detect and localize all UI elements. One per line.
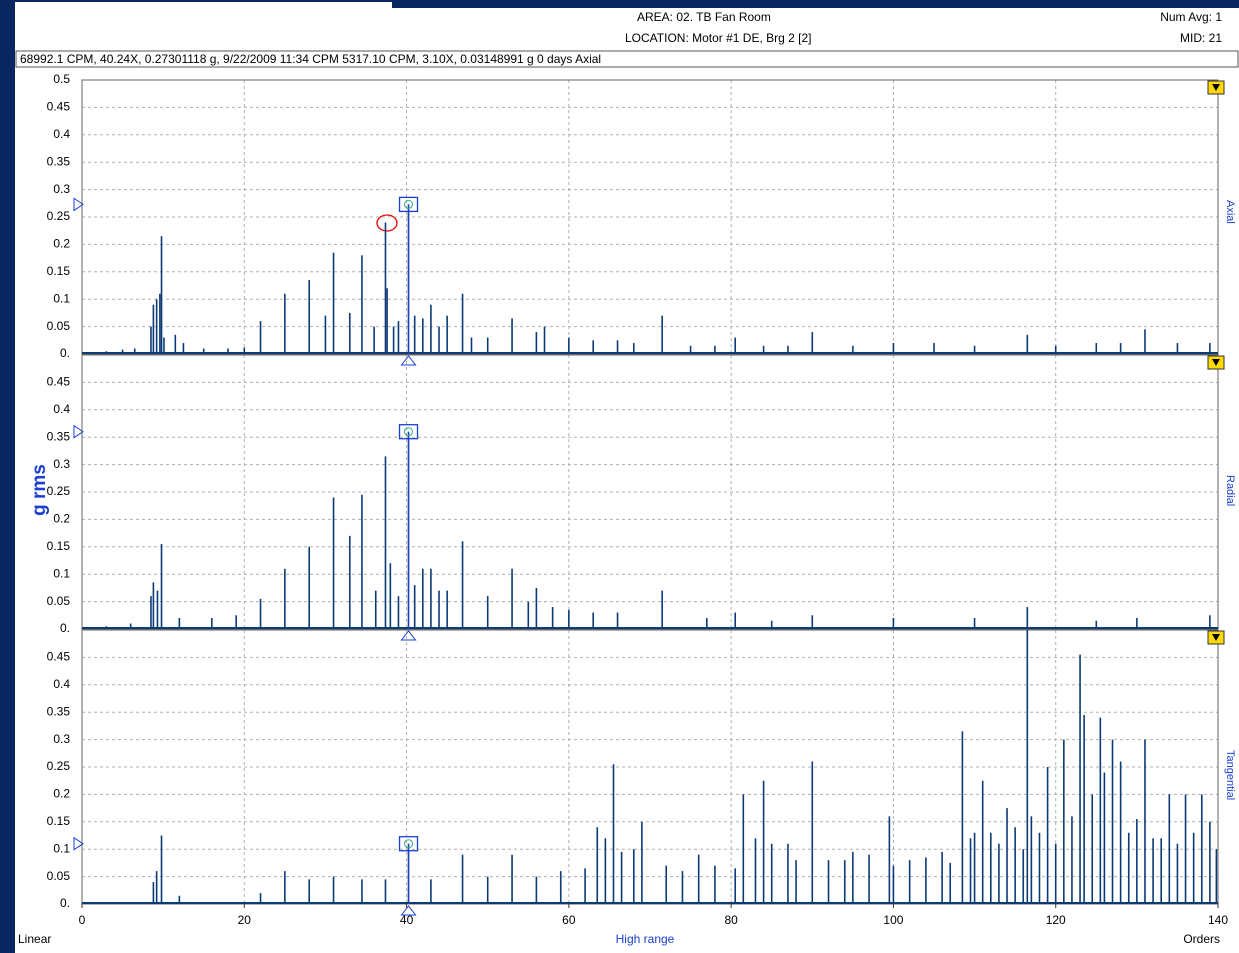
y-tick-label: 0. — [60, 896, 70, 910]
y-tick-label: 0.25 — [47, 759, 71, 773]
cursor-dot — [404, 427, 414, 437]
y-tick-label: 0.15 — [47, 539, 71, 553]
panel-menu-arrow — [1212, 634, 1220, 641]
y-tick-label: 0.15 — [47, 814, 71, 828]
panel-menu-arrow — [1212, 84, 1220, 91]
y-tick-label: 0.3 — [53, 182, 70, 196]
y-tick-label: 0. — [60, 621, 70, 635]
cursor-x-triangle — [400, 905, 417, 916]
y-tick-label: 0.4 — [53, 127, 70, 141]
cursor-y-triangle — [73, 836, 84, 851]
y-tick-label: 0.2 — [53, 787, 70, 801]
y-tick-label: 0.25 — [47, 484, 71, 498]
y-tick-label: 0.35 — [47, 704, 71, 718]
cursor-marker — [398, 196, 419, 213]
y-tick-label: 0.45 — [47, 375, 71, 389]
x-tick-label: 60 — [562, 913, 576, 927]
window-background — [15, 8, 1239, 953]
mid: MID: 21 — [1180, 31, 1222, 45]
side-label: Axial — [1224, 200, 1236, 224]
x-tick-label: 120 — [1046, 913, 1066, 927]
side-label: Tangential — [1224, 750, 1236, 800]
y-tick-label: 0.3 — [53, 457, 70, 471]
info-box — [15, 50, 1239, 68]
y-tick-label: 0.2 — [53, 512, 70, 526]
x-tick-label: 0 — [79, 913, 86, 927]
y-tick-label: 0.1 — [53, 841, 70, 855]
y-tick-label: 0.35 — [47, 429, 71, 443]
annotation-circle — [376, 214, 398, 232]
x-tick-label: 140 — [1208, 913, 1228, 927]
cursor-y-triangle — [73, 424, 84, 439]
y-tick-label: 0.05 — [47, 594, 71, 608]
scale-label: Linear — [18, 932, 51, 946]
x-tick-label: 80 — [724, 913, 738, 927]
y-tick-label: 0. — [60, 346, 70, 360]
cursor-marker — [398, 836, 419, 852]
x-tick-label: 100 — [883, 913, 903, 927]
location: LOCATION: Motor #1 DE, Brg 2 [2] — [625, 31, 812, 45]
num-avg: Num Avg: 1 — [1160, 10, 1222, 24]
y-tick-label: 0.5 — [53, 72, 70, 86]
y-tick-label: 0.3 — [53, 732, 70, 746]
area: AREA: 02. TB Fan Room — [637, 10, 771, 24]
y-tick-label: 0.15 — [47, 264, 71, 278]
cursor-x-triangle — [400, 355, 417, 366]
cursor-info: 68992.1 CPM, 40.24X, 0.27301118 g, 9/22/… — [20, 52, 601, 66]
y-axis-label: g rms — [29, 464, 50, 516]
y-tick-label: 0.45 — [47, 650, 71, 664]
y-tick-label: 0.05 — [47, 319, 71, 333]
cursor-y-triangle — [73, 197, 84, 212]
cursor-dot — [404, 199, 414, 209]
y-tick-label: 0.05 — [47, 869, 71, 883]
window-tab — [15, 2, 392, 10]
y-tick-label: 0.1 — [53, 566, 70, 580]
y-tick-label: 0.25 — [47, 209, 71, 223]
x-axis-label: High range — [616, 932, 675, 946]
units-label: Orders — [1183, 932, 1220, 946]
y-tick-label: 0.2 — [53, 237, 70, 251]
y-tick-label: 0.4 — [53, 677, 70, 691]
cursor-x-triangle — [400, 630, 417, 641]
cursor-marker — [398, 424, 419, 440]
y-tick-label: 0.45 — [47, 100, 71, 114]
panel-menu-arrow — [1212, 359, 1220, 366]
y-tick-label: 0.4 — [53, 402, 70, 416]
cursor-dot — [404, 839, 414, 849]
x-tick-label: 40 — [400, 913, 414, 927]
y-tick-label: 0.1 — [53, 291, 70, 305]
x-tick-label: 20 — [238, 913, 252, 927]
y-tick-label: 0.35 — [47, 154, 71, 168]
side-label: Radial — [1224, 475, 1236, 506]
